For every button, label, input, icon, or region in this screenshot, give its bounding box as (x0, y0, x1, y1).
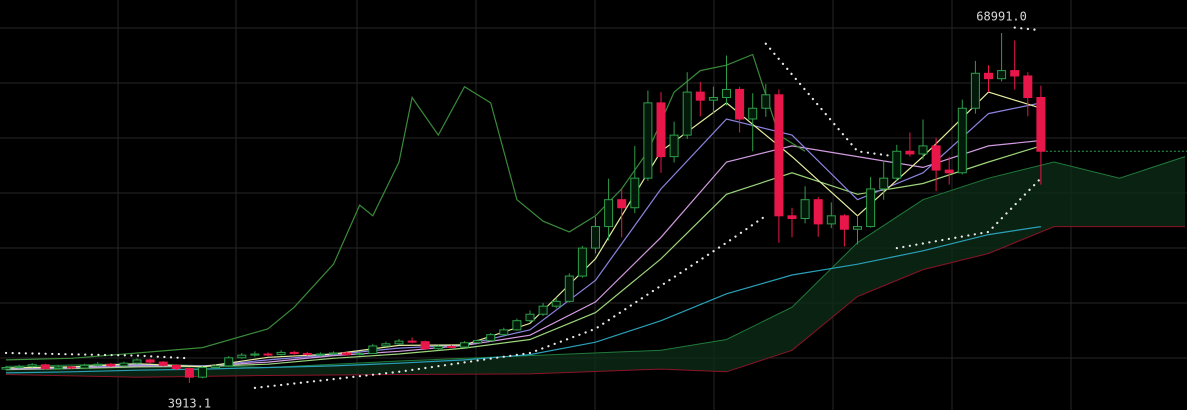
candle-body (237, 354, 247, 359)
candle-body (184, 368, 194, 378)
candle-body (604, 199, 614, 228)
candle-body (512, 320, 522, 331)
candle-body (119, 362, 129, 367)
candle-body (67, 366, 76, 369)
candle-body (839, 215, 849, 230)
candle-body (984, 72, 993, 80)
candle-body (132, 359, 142, 364)
candle-body (931, 145, 941, 171)
sar-line (253, 214, 767, 389)
candle-body (970, 72, 980, 109)
candle-body (145, 359, 155, 363)
candle-body (892, 150, 902, 179)
indicator-line (5, 226, 1041, 374)
candle-body (682, 91, 692, 136)
candle-body (276, 351, 286, 356)
candle-body (735, 88, 745, 120)
cloud-span-b (5, 226, 1185, 378)
candle-body (1, 366, 11, 370)
sar-line (1013, 26, 1042, 32)
candle-body (708, 96, 718, 101)
candle-body (944, 169, 954, 174)
candle-body (407, 340, 417, 343)
sar-line (895, 177, 1042, 250)
candle-body (774, 94, 784, 217)
candle-body (722, 88, 731, 98)
candle-body (198, 366, 207, 378)
high-label: 68991.0 (976, 10, 1027, 24)
candle-body (879, 177, 889, 190)
cloud-fill (6, 156, 1185, 378)
candle-body (433, 345, 443, 350)
candle-body (826, 215, 836, 225)
candle-body (499, 329, 509, 336)
candle-body (1023, 75, 1033, 98)
candle-body (80, 364, 90, 369)
candle-body (14, 365, 24, 368)
candle-body (669, 134, 679, 158)
candle-body (158, 361, 168, 366)
candle-body (368, 345, 378, 354)
candle-body (957, 107, 967, 174)
candle-body (171, 364, 181, 370)
candle-body (538, 305, 548, 315)
candle-body (329, 352, 338, 355)
candle-body (315, 353, 325, 356)
candle-body (53, 366, 63, 370)
sar-line (764, 42, 898, 158)
candle-body (302, 352, 312, 356)
candle-body (211, 365, 221, 368)
candle-body (473, 340, 483, 344)
low-label: 3913.1 (168, 397, 211, 410)
candle-body (617, 199, 627, 209)
candle-body (420, 341, 430, 350)
candle-body (106, 363, 116, 367)
candle-body (460, 342, 469, 348)
sar-line (4, 351, 191, 360)
candle-body (905, 150, 915, 155)
candle-body (27, 364, 37, 367)
candle-body (656, 102, 666, 158)
candle-body (263, 353, 273, 356)
candle-body (800, 199, 810, 219)
candle-body (551, 300, 561, 307)
candle-body (1010, 70, 1020, 77)
candle-body (40, 364, 50, 370)
candle-body (695, 91, 705, 101)
candle-body (591, 226, 600, 249)
candle-body (250, 353, 260, 356)
candle-body (761, 94, 771, 109)
indicator-line (5, 53, 806, 361)
candle-body (381, 343, 391, 347)
candle-body (289, 351, 299, 354)
candle-body (997, 70, 1007, 80)
candle-body (643, 102, 653, 179)
candle-body (630, 177, 640, 209)
candle-body (93, 363, 103, 366)
candle-body (853, 226, 862, 230)
candle-body (394, 340, 404, 345)
candle-body (486, 334, 496, 342)
candle-body (355, 352, 365, 356)
candle-body (866, 188, 876, 228)
candle-body (342, 352, 352, 356)
candle-body (525, 313, 535, 322)
candle-body (446, 345, 456, 348)
candle-body (1036, 96, 1046, 152)
candle-body (918, 145, 928, 155)
candle-body (787, 215, 797, 219)
candle-body (224, 357, 234, 367)
candle-body (813, 199, 823, 225)
candle-body (564, 275, 574, 302)
candle-body (748, 107, 758, 120)
candle-body (577, 247, 587, 277)
